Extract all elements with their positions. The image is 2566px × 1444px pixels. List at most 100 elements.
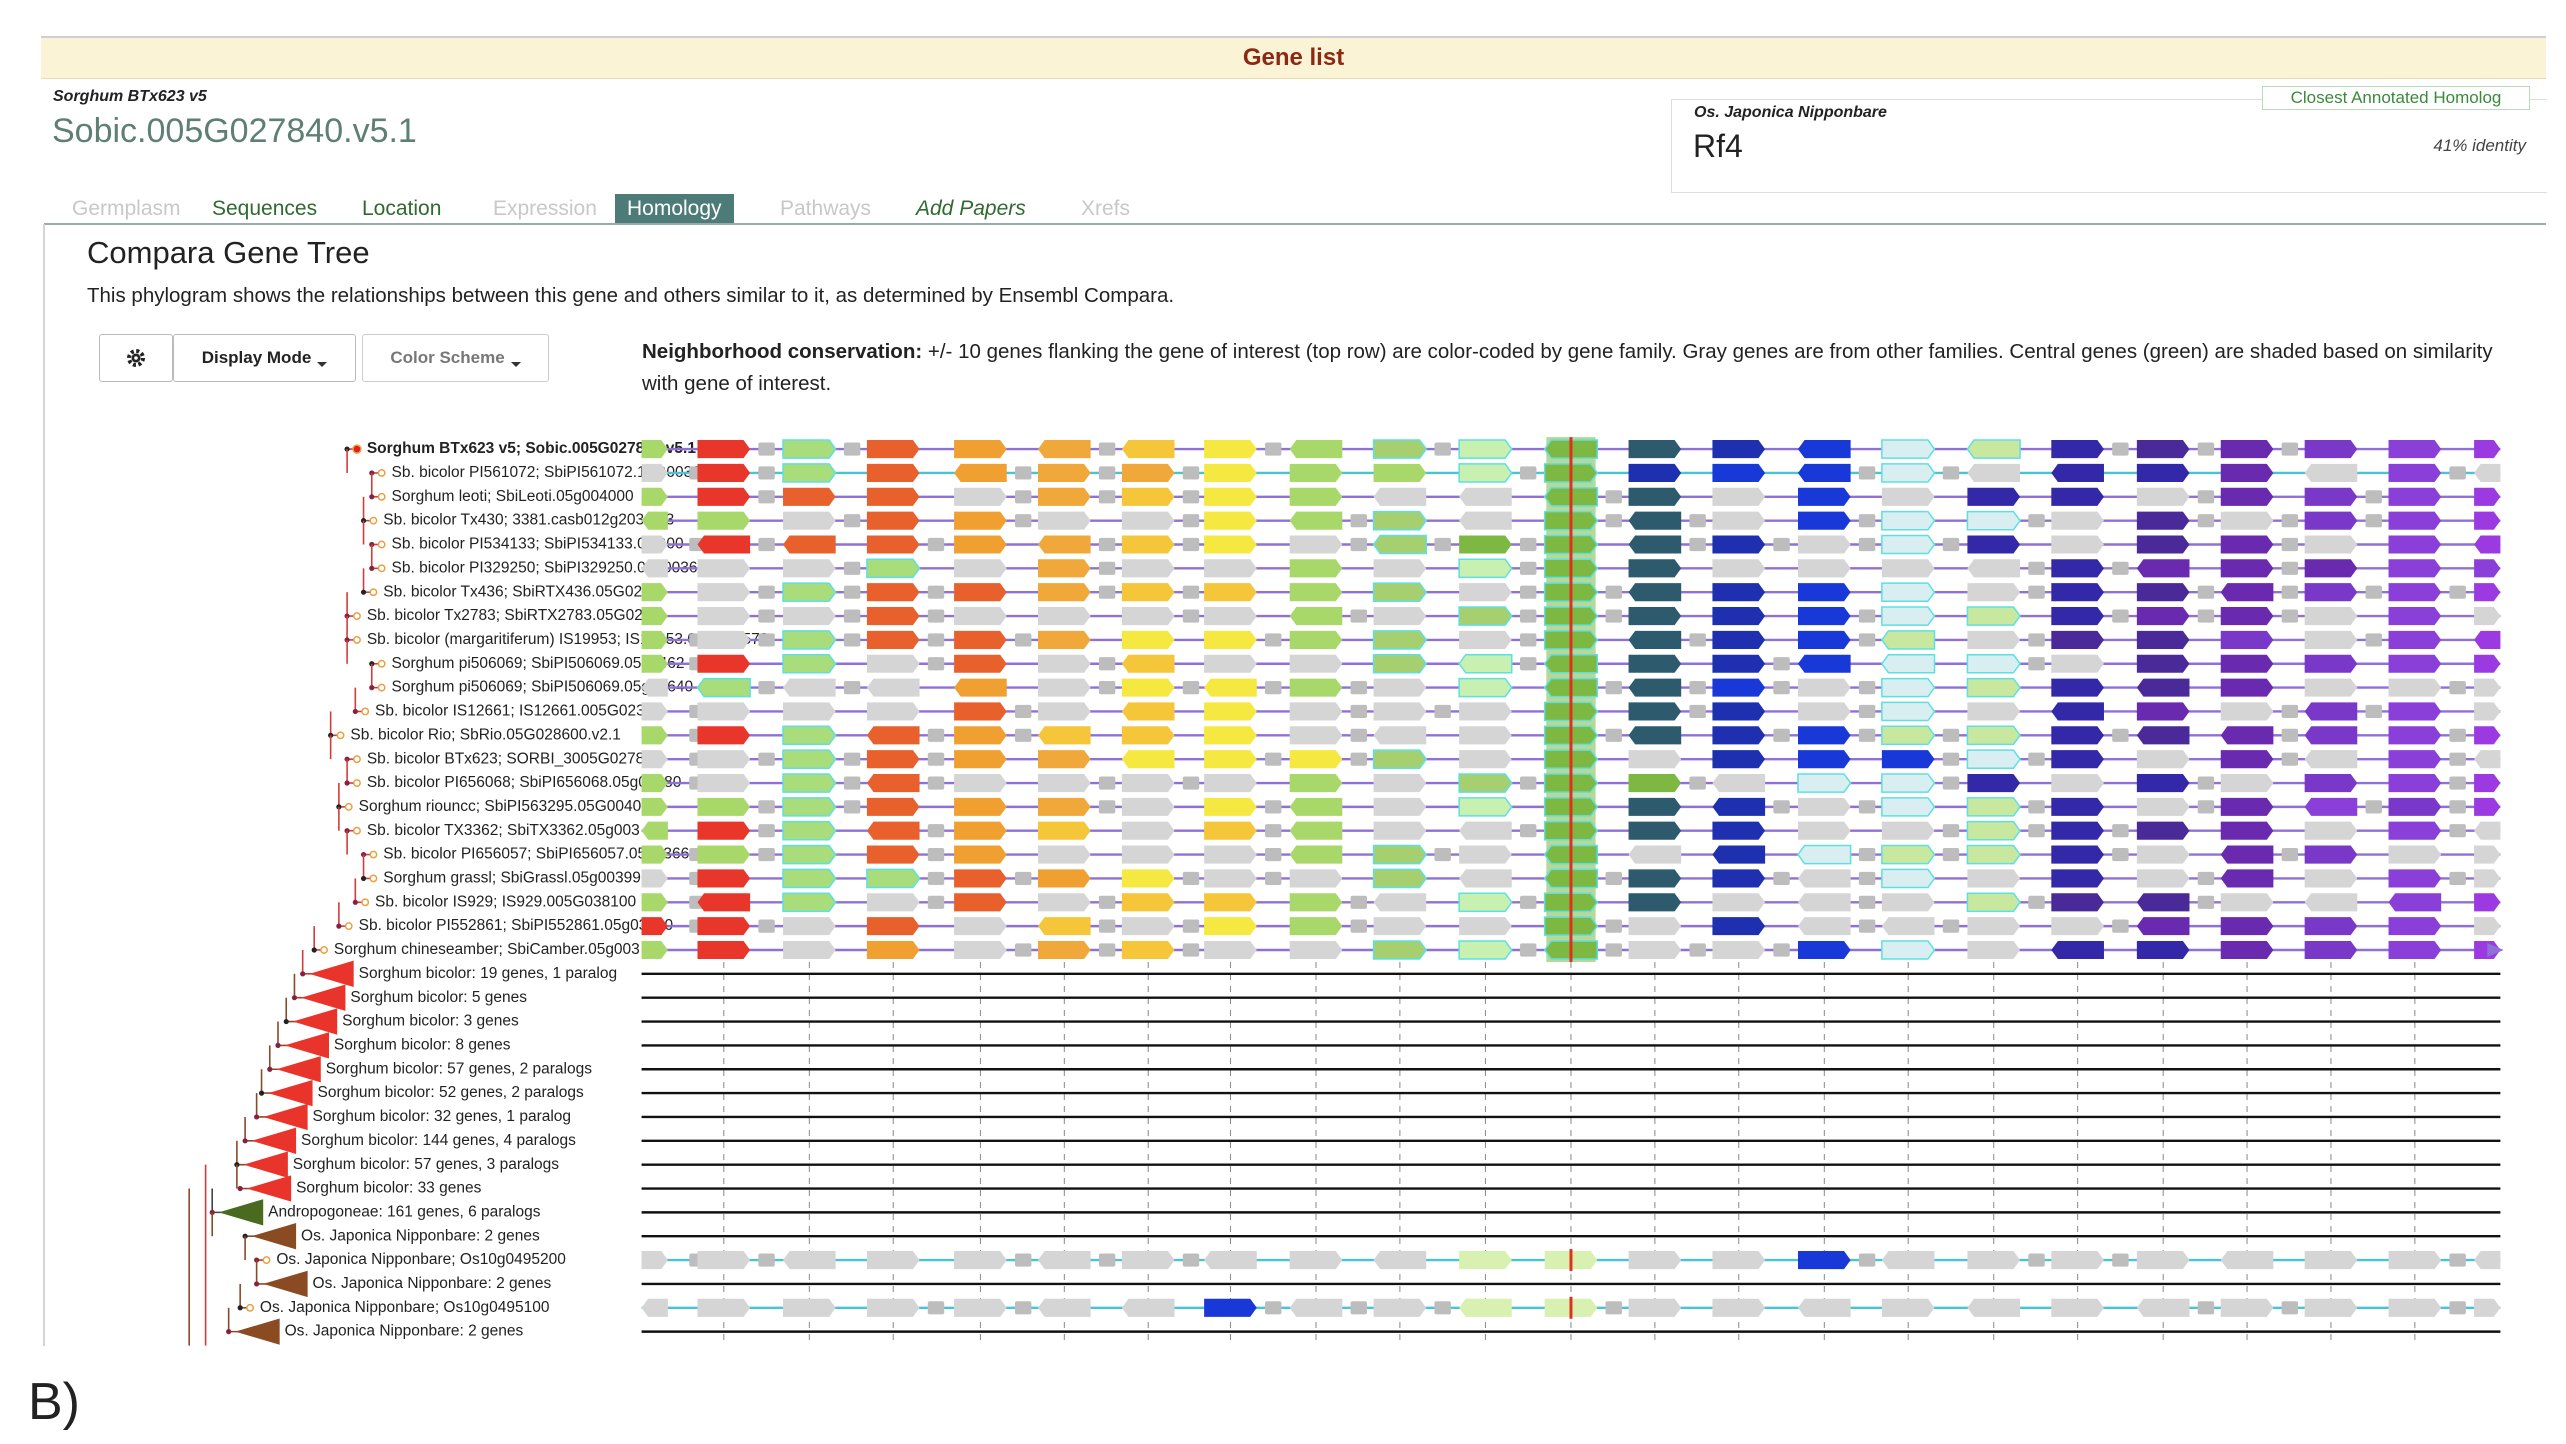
small-gene [1605, 585, 1622, 599]
gene-arrow [1628, 797, 1682, 816]
small-gene [2449, 585, 2466, 599]
tab[interactable]: Xrefs [1081, 197, 1131, 220]
gene-arrow [866, 678, 920, 697]
small-gene [1519, 895, 1537, 909]
tree-label: Sorghum bicolor: 19 genes, 1 paralog [359, 965, 618, 982]
gene-arrow [954, 726, 1007, 745]
small-gene [2112, 728, 2129, 742]
leaf-node [377, 492, 386, 501]
gene-arrow [1037, 750, 1091, 769]
gene-arrow [1712, 893, 1766, 912]
small-gene [1350, 919, 1367, 933]
gene-arrow [954, 559, 1007, 578]
tree-label: Sorghum BTx623 v5; Sobic.005G027840.v5.1 [367, 440, 696, 457]
small-gene [927, 633, 945, 647]
gene-arrow [1372, 630, 1428, 650]
gene-arrow [1881, 606, 1936, 626]
gene-arrow [2136, 702, 2190, 721]
leaf-node [336, 731, 345, 740]
gene-arrow [1121, 821, 1175, 840]
tree-label: Sb. bicolor Tx2783; SbiRTX2783.05G0200 [367, 607, 661, 624]
tab[interactable]: Location [362, 197, 442, 220]
display-mode-button[interactable]: Display Mode [173, 334, 356, 382]
tree-label: Sorghum pi506069; SbiPI506069.05g0462 [392, 655, 685, 672]
gene-arrow [2388, 630, 2442, 649]
gene-arrow [2051, 607, 2104, 626]
gene-arrow [2051, 1298, 2104, 1317]
small-gene [1350, 728, 1367, 742]
gene-arrow [2304, 1251, 2358, 1270]
gene-arrow [2051, 511, 2104, 530]
gene-arrow [1712, 583, 1766, 602]
small-gene [1605, 728, 1622, 742]
small-gene [1773, 871, 1790, 886]
gene-arrow [1797, 773, 1852, 793]
gene-arrow [1037, 797, 1091, 816]
gene-arrow [1204, 869, 1257, 888]
gene-arrow [1372, 439, 1428, 459]
gene-arrow [1459, 535, 1512, 554]
tab[interactable]: Add Papers [916, 197, 1026, 220]
gene-arrow [2220, 750, 2274, 769]
leaf-node [352, 444, 362, 454]
gene-arrow [2304, 845, 2358, 864]
gene-arrow [2474, 702, 2501, 721]
small-gene [1182, 537, 1200, 552]
small-gene [1605, 514, 1622, 528]
gene-arrow [866, 702, 920, 721]
homolog-name[interactable]: Rf4 [1693, 128, 1743, 164]
collapsed-clade [235, 1318, 280, 1345]
gene-arrow [1881, 510, 1936, 531]
gene-arrow [954, 511, 1007, 530]
tab[interactable]: Germplasm [72, 197, 181, 220]
gene-arrow [2220, 630, 2274, 649]
gene-arrow [1797, 821, 1851, 840]
small-gene [1605, 609, 1622, 623]
gene-arrow [1628, 750, 1682, 769]
gene-arrow [1037, 940, 1091, 960]
tab[interactable]: Homology [615, 194, 734, 224]
gene-arrow [1289, 511, 1343, 530]
gene-arrow [954, 797, 1007, 816]
small-gene [1858, 895, 1876, 909]
gene-arrow [2220, 797, 2274, 816]
small-gene [1098, 585, 1116, 599]
tree-label: Sb. bicolor PI656057; SbiPI656057.05g036… [383, 846, 689, 863]
gene-arrow [1121, 893, 1175, 912]
color-scheme-button[interactable]: Color Scheme [362, 334, 549, 382]
gene-arrow [2051, 940, 2104, 960]
small-gene [1858, 609, 1876, 623]
small-gene [2281, 704, 2299, 719]
gene-arrow [2474, 1251, 2501, 1270]
gene-arrow [1458, 940, 1513, 960]
small-gene [1605, 490, 1622, 504]
gene-arrow [1797, 1298, 1851, 1317]
tab[interactable]: Sequences [212, 197, 318, 220]
small-gene [758, 442, 775, 456]
gene-arrow [641, 940, 668, 960]
tab[interactable]: Expression [493, 197, 597, 220]
gene-arrow [866, 868, 921, 889]
gene-arrow [1121, 917, 1175, 936]
gene-arrow [1712, 726, 1766, 745]
gene-arrow [1881, 725, 1936, 746]
gene-arrow [1289, 750, 1343, 769]
tab[interactable]: Pathways [780, 197, 872, 220]
small-gene [2028, 633, 2045, 647]
gene-arrow [2388, 893, 2442, 912]
gene-arrow [1881, 797, 1936, 817]
gene-arrow [2220, 583, 2274, 602]
tree-node [283, 1018, 289, 1025]
gene-arrow [1712, 821, 1766, 840]
gene-arrow [2220, 511, 2274, 530]
gene-arrow [2220, 463, 2274, 482]
gene-arrow [1204, 487, 1257, 506]
tree-label: Sorghum bicolor: 3 genes [342, 1013, 519, 1030]
small-gene [1689, 776, 1706, 790]
small-gene [2028, 1253, 2045, 1267]
gene-arrow [1121, 607, 1175, 626]
homolog-box [1671, 99, 2547, 193]
gene-arrow [1712, 463, 1766, 482]
collapsed-clade [268, 1079, 313, 1107]
settings-button[interactable] [99, 334, 173, 382]
